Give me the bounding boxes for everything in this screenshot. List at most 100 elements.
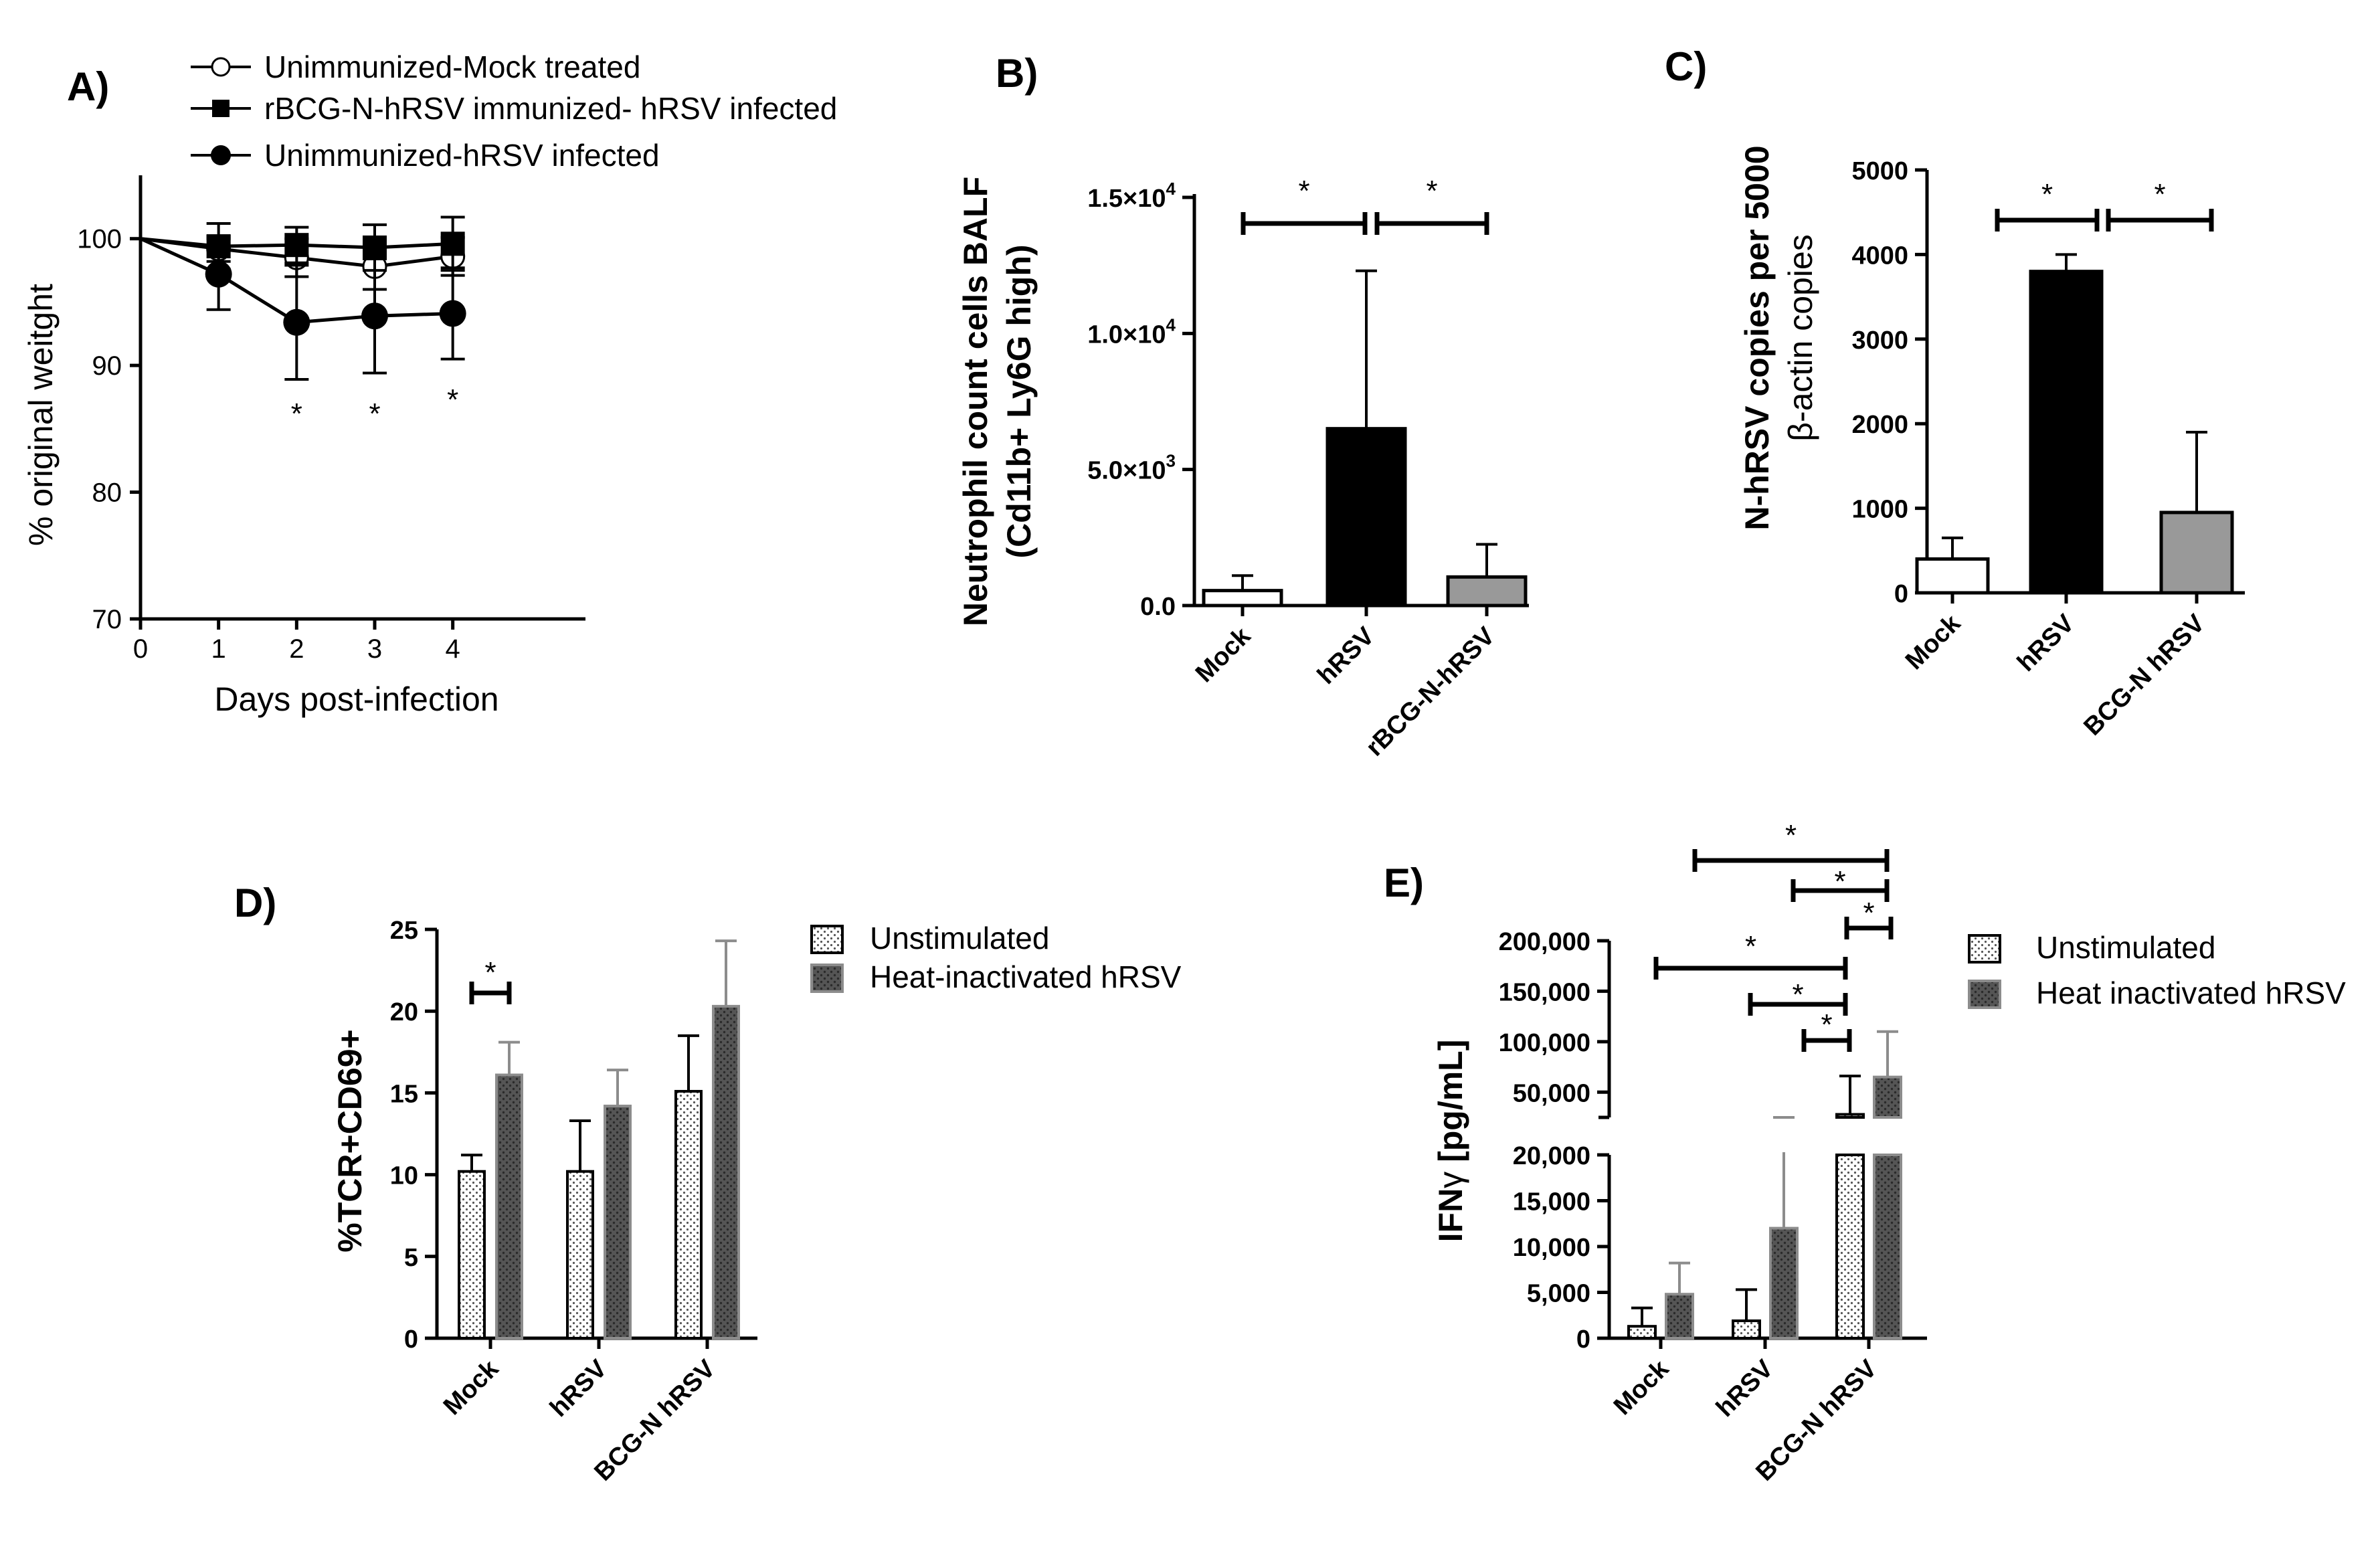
panel-a-legend: Unimmunized-Mock treated rBCG-N-hRSV imm… — [191, 50, 837, 173]
legend-dotted-light-icon — [1968, 934, 2001, 964]
panel-e-bar-bcgn-unstimulated-upper — [1835, 1113, 1865, 1119]
legend-label-hrsv: Unimmunized-hRSV infected — [264, 138, 660, 173]
panel-b-ylabel-line2: (Cd11b+ Ly6G high) — [1000, 244, 1038, 558]
panel-a-point-rbcg — [440, 232, 465, 256]
panel-e-ytick-label: 50,000 — [1513, 1079, 1590, 1107]
panel-c-sig-mock-hrsv-star: * — [2041, 178, 2053, 211]
panel-a-ytick-label: 100 — [77, 225, 122, 254]
legend-open-circle-icon — [211, 57, 231, 77]
panel-a-xtick-label: 4 — [446, 634, 460, 664]
panel-c-ylabel-line2: β-actin copies — [1782, 234, 1819, 441]
panel-e-ylabel: IFNγ [pg/mL] — [1432, 1040, 1469, 1243]
panel-d-bar-mock-heat — [495, 1073, 523, 1340]
panel-e-bar-bcgn-unstimulated-lower — [1835, 1154, 1865, 1340]
panel-a-ytick-label: 70 — [92, 605, 122, 634]
panel-c-ytick-label: 0 — [1894, 580, 1908, 608]
panel-e-ytick-label: 200,000 — [1499, 928, 1590, 956]
panel-e-sig-2-star: * — [1834, 865, 1845, 898]
legend-dotted-dark-icon — [1968, 980, 2001, 1009]
panel-d-bar-bcgn-heat — [712, 1004, 740, 1340]
panel-e-bar-mock-heat — [1665, 1293, 1694, 1340]
panel-e-sig-6-star: * — [1821, 1008, 1832, 1041]
panel-b-plot: 0.0 5.0×103 1.0×104 1.5×104 Mock hRSVrBCG-N-h… — [1087, 175, 1529, 761]
panel-e-bar-hrsv-heat — [1769, 1226, 1799, 1340]
panel-d-xtick-label-hrsv: hRSV — [545, 1354, 613, 1423]
panel-b-ylabel-line1: Neutrophil count cells BALF — [957, 177, 994, 626]
panel-d-ylabel: %TCR+CD69+ — [331, 1029, 369, 1252]
panel-b-sig-mock-hrsv-star: * — [1298, 175, 1309, 207]
panel-a-xtick-label: 2 — [289, 634, 304, 664]
panel-e-ytick-label: 10,000 — [1513, 1234, 1590, 1262]
legend-filled-circle-icon — [211, 145, 231, 165]
panel-e-ytick-label: 0 — [1576, 1325, 1590, 1354]
panel-d-xtick-label-mock: Mock — [438, 1354, 505, 1421]
panel-d-ytick-label: 15 — [390, 1080, 418, 1108]
panel-a-point-hrsv — [283, 308, 310, 336]
panel-b-letter: B) — [996, 51, 1038, 96]
panel-c-bar-bcgn — [2159, 511, 2234, 595]
panel-e-legend-heat: Heat inactivated hRSV — [2036, 976, 2346, 1010]
panel-b-bar-rbcg — [1446, 575, 1528, 608]
panel-b-xtick-label-hrsv: hRSV — [1312, 622, 1380, 690]
panel-d-bar-mock-unstimulated — [458, 1170, 486, 1340]
panel-d-ytick-label: 0 — [404, 1325, 418, 1354]
panel-e-sig-4-star: * — [1745, 930, 1756, 963]
panel-d-ytick-label: 25 — [390, 917, 418, 945]
panel-a-xtick-label: 0 — [133, 634, 148, 664]
legend-square-icon — [212, 100, 230, 117]
panel-b-bar-hrsv — [1325, 427, 1407, 608]
panel-e-ytick-label: 100,000 — [1499, 1029, 1590, 1057]
panel-a-ylabel: % original weitght — [22, 284, 60, 546]
panel-b-xtick-label-rbcg: rBCG-N-hRSV — [1361, 622, 1501, 761]
panel-b-sig-hrsv-rbcg-star: * — [1426, 175, 1437, 207]
panel-c-ytick-label: 1000 — [1851, 496, 1908, 524]
legend-label-rbcg: rBCG-N-hRSV immunized- hRSV infected — [264, 91, 837, 126]
panel-a-letter: A) — [67, 64, 109, 109]
panel-a: A) Unimmunized-Mock treated rBCG-N-hRSV … — [22, 50, 837, 718]
panel-d-bar-hrsv-unstimulated — [566, 1170, 594, 1340]
panel-a-xtick-label: 3 — [367, 634, 382, 664]
panel-b: B) Neutrophil count cells BALF (Cd11b+ L… — [957, 51, 1529, 761]
panel-c: C) N-hRSV copies per 5000 β-actin copies… — [1665, 44, 2245, 741]
panel-c-ylabel-line1: N-hRSV copies per 5000 — [1738, 145, 1776, 530]
panel-e-legend: Unstimulated Heat inactivated hRSV — [1968, 930, 2346, 1010]
panel-d: D) %TCR+CD69+ Unstimulated Heat-inactiva… — [234, 881, 1182, 1487]
panel-b-ytick-label: 0.0 — [1140, 593, 1176, 621]
panel-b-bar-mock — [1202, 589, 1283, 608]
panel-e-xtick-label-hrsv: hRSV — [1711, 1354, 1779, 1423]
panel-d-ytick-label: 20 — [390, 998, 418, 1026]
panel-d-legend-heat: Heat-inactivated hRSV — [870, 959, 1182, 994]
panel-a-xtick-label: 1 — [211, 634, 226, 664]
panel-a-point-rbcg — [363, 235, 387, 260]
panel-c-xtick-label-hrsv: hRSV — [2012, 609, 2080, 677]
panel-a-ytick-label: 80 — [92, 478, 122, 508]
panel-e-plot: 0 5,000 10,000 15,000 20,000 50,000 100,000 150… — [1499, 819, 1930, 1487]
panel-e-xtick-label-mock: Mock — [1609, 1354, 1675, 1421]
panel-d-legend-unstim: Unstimulated — [870, 921, 1049, 955]
panel-a-annotation-star: * — [447, 383, 458, 416]
panel-c-sig-hrsv-bcgn-star: * — [2154, 178, 2165, 211]
panel-a-point-hrsv — [205, 260, 232, 288]
panel-e-legend-unstim: Unstimulated — [2036, 930, 2215, 965]
panel-a-point-hrsv — [361, 302, 388, 330]
panel-b-ytick-label: 5.0×103 — [1087, 451, 1176, 485]
panel-c-ytick-label: 3000 — [1851, 327, 1908, 355]
panel-d-ytick-label: 5 — [404, 1244, 418, 1272]
panel-a-ytick-label: 90 — [92, 351, 122, 381]
panel-a-annotation-star: * — [291, 397, 302, 430]
panel-d-ytick-label: 10 — [390, 1162, 418, 1190]
panel-e-bar-mock-unstimulated — [1627, 1325, 1657, 1340]
panel-b-ytick-label: 1.0×104 — [1087, 314, 1176, 349]
panel-a-point-hrsv — [439, 300, 466, 327]
panel-c-ytick-label: 5000 — [1851, 157, 1908, 185]
panel-e-ytick-label: 150,000 — [1499, 978, 1590, 1006]
panel-a-xlabel: Days post-infection — [214, 680, 498, 718]
panel-b-ytick-label: 1.5×104 — [1087, 179, 1176, 213]
panel-c-xtick-label-mock: Mock — [1900, 609, 1966, 675]
panel-e-sig-1-star: * — [1785, 819, 1797, 852]
panel-e-ytick-label: 15,000 — [1513, 1188, 1590, 1216]
panel-c-bar-hrsv — [2029, 270, 2104, 595]
